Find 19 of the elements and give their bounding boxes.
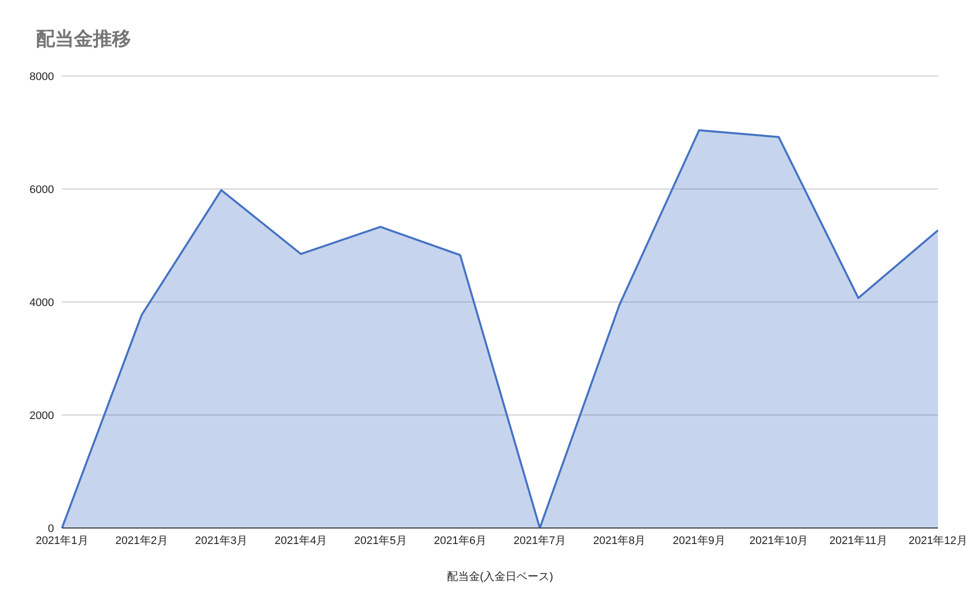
y-tick-label: 6000 (30, 184, 54, 196)
y-tick-label: 4000 (30, 296, 54, 309)
x-axis-title: 配当金(入金日ベース) (446, 570, 554, 583)
x-tick-label: 2021年7月 (514, 534, 566, 547)
y-tick-label: 8000 (30, 70, 54, 83)
x-tick-label: 2021年12月 (908, 534, 968, 547)
y-tick-label: 0 (48, 522, 54, 535)
x-tick-label: 2021年9月 (672, 534, 726, 547)
x-tick-label: 2021年8月 (593, 534, 646, 547)
x-tick-label: 2021年6月 (434, 534, 486, 547)
y-tick-label: 2000 (30, 410, 54, 422)
x-tick-label: 2021年4月 (274, 534, 328, 547)
x-tick-label: 2021年10月 (749, 534, 808, 547)
x-tick-label: 2021年1月 (36, 534, 88, 547)
x-tick-label: 2021年11月 (829, 534, 888, 547)
x-tick-label: 2021年2月 (115, 534, 168, 547)
x-tick-label: 2021年5月 (354, 534, 407, 547)
x-tick-label: 2021年3月 (194, 534, 248, 547)
chart-title: 配当金推移 (36, 28, 131, 52)
